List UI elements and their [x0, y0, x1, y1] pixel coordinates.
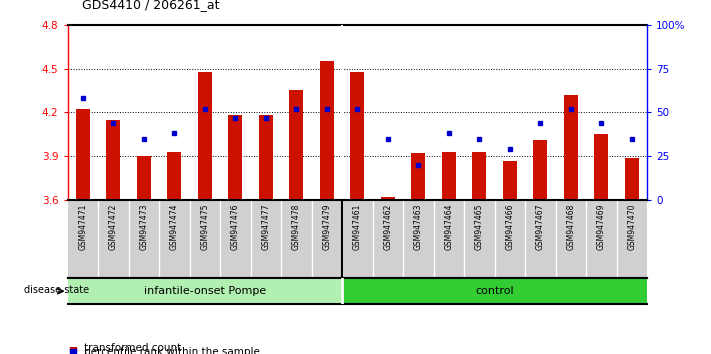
Bar [533, 140, 547, 200]
Bar [289, 91, 303, 200]
Text: disease state: disease state [23, 285, 89, 295]
Text: GSM947468: GSM947468 [566, 204, 575, 250]
Bar [351, 72, 364, 200]
Bar [625, 158, 638, 200]
Bar [259, 115, 272, 200]
Text: GSM947466: GSM947466 [506, 204, 514, 250]
Bar [228, 115, 242, 200]
Text: GSM947461: GSM947461 [353, 204, 362, 250]
Bar [137, 156, 151, 200]
Text: GSM947473: GSM947473 [139, 204, 149, 250]
Text: GSM947463: GSM947463 [414, 204, 423, 250]
Bar [76, 109, 90, 200]
Text: GSM947472: GSM947472 [109, 204, 118, 250]
Text: GSM947467: GSM947467 [536, 204, 545, 250]
Bar [472, 152, 486, 200]
Text: GSM947474: GSM947474 [170, 204, 178, 250]
Text: GSM947477: GSM947477 [261, 204, 270, 250]
Bar [342, 278, 647, 304]
Text: infantile-onset Pompe: infantile-onset Pompe [144, 286, 266, 296]
Text: GSM947469: GSM947469 [597, 204, 606, 250]
Bar [320, 61, 333, 200]
Text: GDS4410 / 206261_at: GDS4410 / 206261_at [82, 0, 219, 11]
Text: GSM947478: GSM947478 [292, 204, 301, 250]
Bar [564, 95, 577, 200]
Bar [412, 153, 425, 200]
Text: control: control [475, 286, 514, 296]
Bar [198, 72, 212, 200]
Bar [68, 278, 342, 304]
Bar [167, 152, 181, 200]
Text: percentile rank within the sample: percentile rank within the sample [84, 347, 260, 354]
Text: GSM947479: GSM947479 [322, 204, 331, 250]
Text: GSM947464: GSM947464 [444, 204, 454, 250]
Bar [503, 161, 517, 200]
Text: GSM947475: GSM947475 [201, 204, 209, 250]
Text: GSM947462: GSM947462 [383, 204, 392, 250]
Text: GSM947470: GSM947470 [627, 204, 636, 250]
Bar [442, 152, 456, 200]
Text: transformed count: transformed count [84, 343, 181, 353]
Bar [594, 134, 608, 200]
Text: GSM947465: GSM947465 [475, 204, 483, 250]
Bar [107, 120, 120, 200]
Bar [381, 197, 395, 200]
Text: GSM947471: GSM947471 [78, 204, 87, 250]
Text: GSM947476: GSM947476 [231, 204, 240, 250]
